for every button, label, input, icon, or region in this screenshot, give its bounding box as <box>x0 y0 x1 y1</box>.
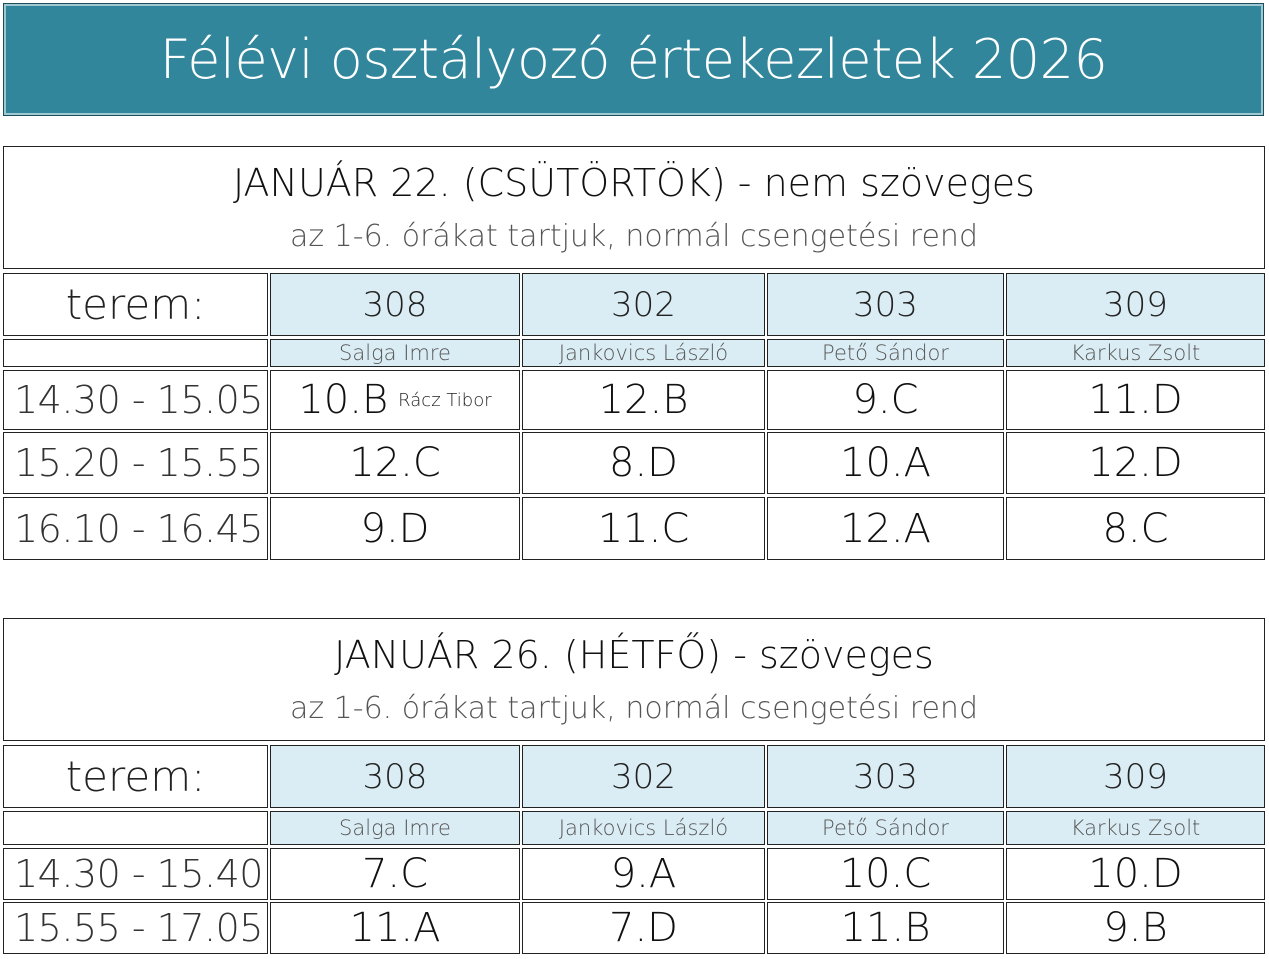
empty-cell <box>3 811 268 845</box>
substitute-teacher: Rácz Tibor <box>398 389 492 411</box>
empty-cell <box>3 339 268 367</box>
room-header: 302 <box>522 745 765 808</box>
teacher-name: Pető Sándor <box>767 811 1004 845</box>
class-cell: 10.C <box>767 848 1004 900</box>
terem-label: terem: <box>3 745 268 808</box>
section-header: JANUÁR 22. (CSÜTÖRTÖK) - nem szöveges az… <box>3 146 1265 269</box>
class-cell: 11.C <box>522 497 765 560</box>
room-header: 303 <box>767 273 1004 336</box>
class-cell: 12.B <box>522 370 765 430</box>
room-header: 309 <box>1006 745 1265 808</box>
time-slot: 16.10 - 16.45 <box>3 497 268 560</box>
class-cell: 12.D <box>1006 432 1265 494</box>
title-banner: Félévi osztályozó értekezletek 2026 <box>3 3 1264 116</box>
class-cell: 7.D <box>522 902 765 954</box>
section-header: JANUÁR 26. (HÉTFŐ) - szöveges az 1-6. ór… <box>3 618 1265 741</box>
class-cell: 9.D <box>270 497 520 560</box>
class-cell: 11.D <box>1006 370 1265 430</box>
room-header: 308 <box>270 273 520 336</box>
teacher-name: Jankovics László <box>522 339 765 367</box>
class-cell: 10.A <box>767 432 1004 494</box>
room-header: 302 <box>522 273 765 336</box>
teacher-name: Karkus Zsolt <box>1006 339 1265 367</box>
section-heading: JANUÁR 26. (HÉTFŐ) - szöveges <box>334 633 934 677</box>
time-slot: 15.20 - 15.55 <box>3 432 268 494</box>
class-cell: 9.B <box>1006 902 1265 954</box>
teacher-name: Jankovics László <box>522 811 765 845</box>
room-header: 309 <box>1006 273 1265 336</box>
room-header: 303 <box>767 745 1004 808</box>
class-cell: 8.D <box>522 432 765 494</box>
page-title: Félévi osztályozó értekezletek 2026 <box>159 28 1108 91</box>
time-slot: 14.30 - 15.05 <box>3 370 268 430</box>
teacher-name: Karkus Zsolt <box>1006 811 1265 845</box>
class-label: 10.B <box>298 377 389 423</box>
terem-label: terem: <box>3 273 268 336</box>
section-heading: JANUÁR 22. (CSÜTÖRTÖK) - nem szöveges <box>233 161 1035 205</box>
section-subheading: az 1-6. órákat tartjuk, normál csengetés… <box>290 219 978 254</box>
class-cell: 10.B Rácz Tibor <box>270 370 520 430</box>
class-cell: 12.C <box>270 432 520 494</box>
class-cell: 8.C <box>1006 497 1265 560</box>
teacher-name: Salga Imre <box>270 339 520 367</box>
class-cell: 7.C <box>270 848 520 900</box>
teacher-name: Pető Sándor <box>767 339 1004 367</box>
class-cell: 11.A <box>270 902 520 954</box>
section-subheading: az 1-6. órákat tartjuk, normál csengetés… <box>290 691 978 726</box>
room-header: 308 <box>270 745 520 808</box>
class-cell: 11.B <box>767 902 1004 954</box>
time-slot: 15.55 - 17.05 <box>3 902 268 954</box>
teacher-name: Salga Imre <box>270 811 520 845</box>
class-cell: 9.A <box>522 848 765 900</box>
time-slot: 14.30 - 15.40 <box>3 848 268 900</box>
class-cell: 9.C <box>767 370 1004 430</box>
class-cell: 10.D <box>1006 848 1265 900</box>
class-cell: 12.A <box>767 497 1004 560</box>
